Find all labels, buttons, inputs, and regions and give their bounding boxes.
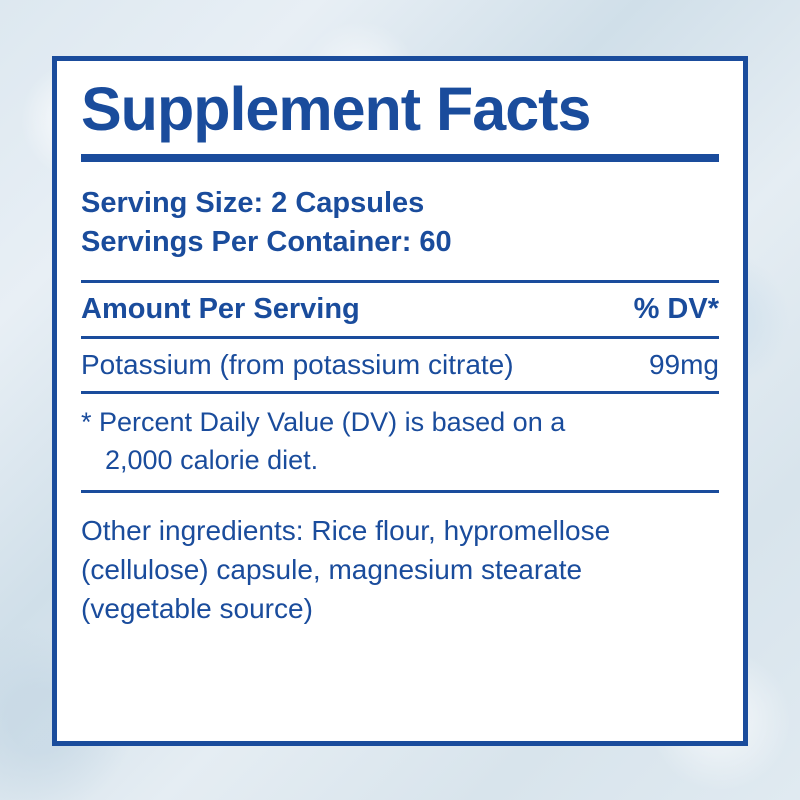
nutrient-amount: 99mg: [649, 349, 719, 381]
nutrient-name: Potassium (from potassium citrate): [81, 349, 514, 381]
facts-panel: Supplement Facts Serving Size: 2 Capsule…: [52, 56, 748, 746]
dv-header: % DV*: [634, 293, 719, 326]
facts-panel-inner: Supplement Facts Serving Size: 2 Capsule…: [52, 56, 748, 746]
serving-size: Serving Size: 2 Capsules: [81, 184, 719, 223]
thick-divider: [81, 154, 719, 162]
footnote-line2: 2,000 calorie diet.: [81, 442, 719, 480]
nutrient-row: Potassium (from potassium citrate) 99mg: [81, 336, 719, 391]
servings-per-container: Servings Per Container: 60: [81, 223, 719, 262]
amount-per-serving-header: Amount Per Serving: [81, 293, 360, 326]
footnote-line1: * Percent Daily Value (DV) is based on a: [81, 404, 719, 442]
footnote-row: * Percent Daily Value (DV) is based on a…: [81, 391, 719, 493]
other-ingredients: Other ingredients: Rice flour, hypromell…: [81, 511, 641, 629]
serving-info: Serving Size: 2 Capsules Servings Per Co…: [81, 184, 719, 262]
panel-title: Supplement Facts: [81, 79, 719, 140]
column-header-row: Amount Per Serving % DV*: [81, 280, 719, 336]
